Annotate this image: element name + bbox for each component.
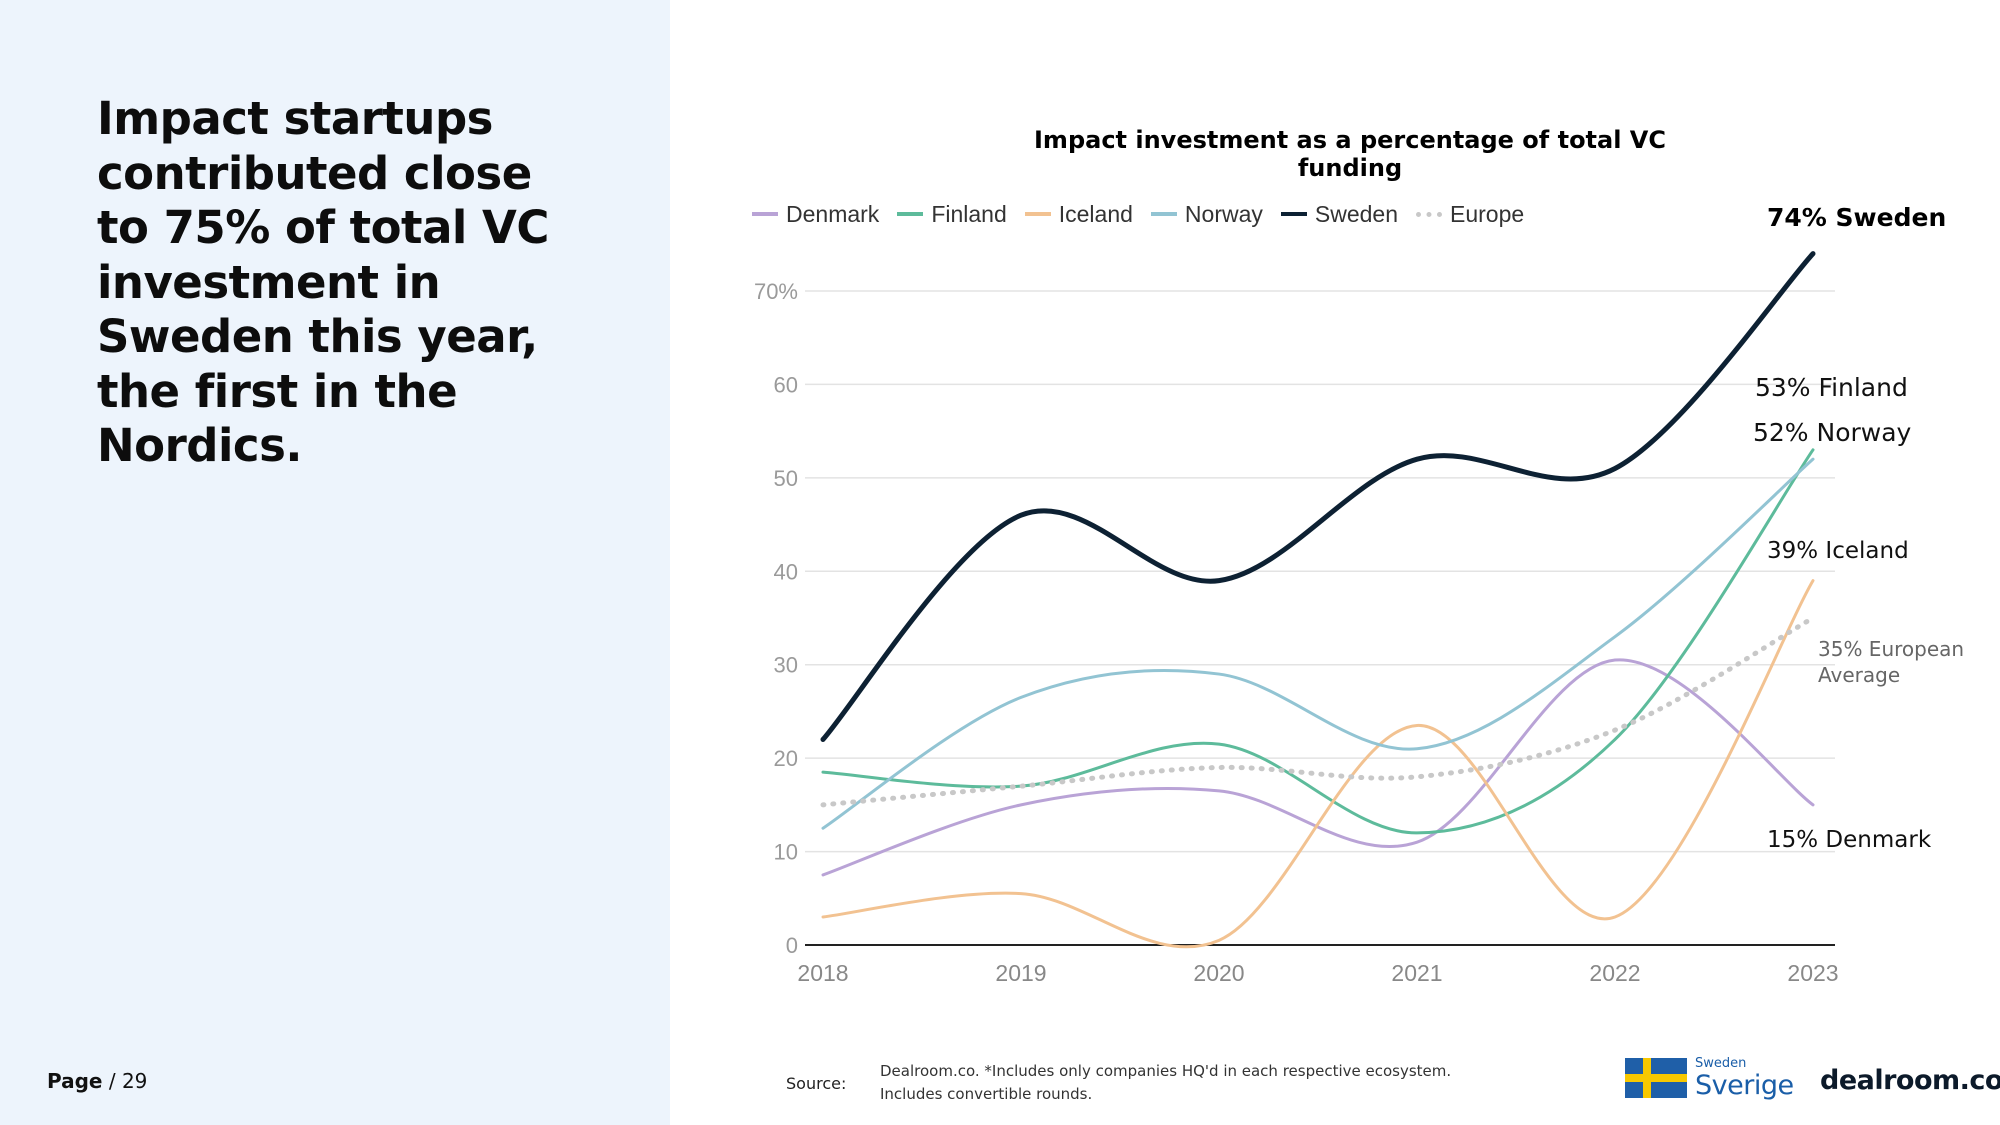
annotation-label: 53% Finland — [1755, 373, 1908, 402]
chart-legend: Denmark Finland Iceland Norway Sweden Europe — [752, 199, 1542, 229]
x-tick-label: 2019 — [995, 960, 1046, 986]
legend-item-finland: Finland — [897, 200, 1007, 228]
series-line-europe — [820, 615, 1816, 808]
legend-item-denmark: Denmark — [752, 201, 879, 228]
y-tick-label: 30 — [774, 653, 798, 678]
page-indicator: Page / 29 — [47, 1069, 147, 1093]
series-line-finland — [821, 448, 1815, 835]
legend-swatch — [1024, 212, 1051, 216]
sweden-flag-icon — [1625, 1058, 1687, 1098]
legend-label: Europe — [1450, 200, 1525, 227]
y-tick-label: 20 — [774, 746, 798, 771]
legend-swatch — [752, 212, 778, 216]
legend-item-iceland: Iceland — [1024, 200, 1133, 228]
series-line-denmark — [821, 658, 1815, 877]
legend-label: Norway — [1184, 200, 1263, 227]
annotation-label: 35% European — [1818, 637, 1964, 661]
legend-label: Denmark — [786, 200, 880, 227]
sverige-logo-small-text: Sweden — [1695, 1056, 1747, 1071]
y-tick-label: 10 — [774, 840, 798, 865]
dealroom-logo: dealroom.co — [1820, 1065, 2000, 1096]
x-tick-label: 2020 — [1193, 960, 1244, 986]
sverige-logo-text: Sverige — [1695, 1070, 1794, 1101]
headline: Impact startups contributed close to 75%… — [97, 92, 549, 472]
source-label: Source: — [786, 1074, 847, 1093]
annotation-label: 39% Iceland — [1767, 538, 1909, 564]
annotation-label: 15% Denmark — [1767, 827, 1932, 853]
sweden-sverige-logo: Sweden Sverige — [1625, 1055, 1794, 1101]
legend-swatch — [1280, 212, 1307, 216]
legend-swatch — [1150, 212, 1177, 216]
page-number: / 29 — [108, 1069, 148, 1093]
annotation-label: Average — [1818, 663, 1900, 687]
legend-item-norway: Norway — [1150, 200, 1263, 228]
source-text: Dealroom.co. *Includes only companies HQ… — [880, 1062, 1452, 1103]
page-label: Page — [47, 1069, 103, 1093]
legend-label: Finland — [931, 200, 1007, 227]
series-line-iceland — [821, 579, 1815, 949]
legend-swatch — [1416, 211, 1443, 217]
y-tick-label: 0 — [786, 933, 798, 958]
y-tick-label: 60 — [774, 372, 798, 397]
series-line-norway — [821, 457, 1815, 830]
x-tick-label: 2022 — [1589, 960, 1640, 986]
y-tick-label: 40 — [774, 559, 798, 584]
legend-label: Iceland — [1058, 200, 1133, 227]
legend-swatch — [897, 212, 924, 216]
series-line-sweden — [820, 251, 1816, 742]
legend-item-europe: Europe — [1416, 201, 1524, 228]
y-tick-label: 50 — [774, 466, 798, 491]
legend-item-sweden: Sweden — [1280, 200, 1399, 228]
y-tick-label: 70% — [754, 279, 798, 304]
x-tick-label: 2023 — [1787, 960, 1838, 986]
annotation-label: 52% Norway — [1753, 418, 1912, 447]
left-panel: Impact startups contributed close to 75%… — [0, 0, 670, 1125]
annotation-label: 74% Sweden — [1767, 203, 1946, 232]
legend-label: Sweden — [1314, 200, 1399, 227]
x-tick-label: 2021 — [1391, 960, 1442, 986]
x-tick-label: 2018 — [797, 960, 848, 986]
chart-title: Impact investment as a percentage of tot… — [1034, 126, 1666, 182]
